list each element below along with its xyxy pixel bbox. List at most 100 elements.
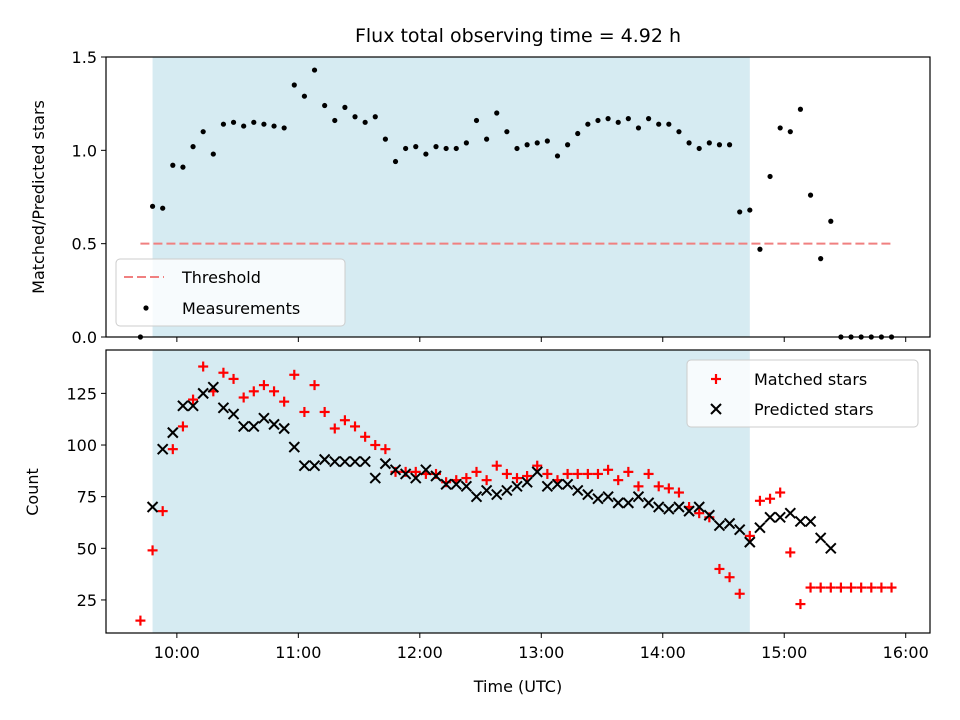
x-b [541, 480, 554, 493]
measurement-point [230, 119, 237, 125]
predicted-star-point [511, 480, 523, 493]
predicted-star-point [197, 387, 209, 400]
matched-star-point [876, 582, 887, 593]
x-b [217, 402, 230, 414]
x-b [450, 478, 462, 490]
y-tick-label: 50 [77, 539, 97, 558]
matched-star-point [269, 386, 280, 397]
predicted-star-point [794, 515, 807, 528]
x-b [511, 480, 523, 493]
predicted-star-point [541, 480, 554, 493]
predicted-star-point [491, 488, 503, 501]
predicted-star-point [501, 484, 513, 497]
x-tick-label: 15:00 [761, 643, 807, 662]
matched-star-point [673, 487, 684, 498]
x-b [470, 490, 483, 503]
matched-star-point [491, 460, 502, 471]
count-panel: 25 50 75 100 125 10:00 11:00 12:00 13:00 14:00 15:… [66, 349, 931, 662]
measurement-point [484, 136, 490, 142]
predicted-star-point [480, 484, 493, 497]
predicted-star-point [420, 464, 432, 476]
predicted-star-point [268, 418, 280, 431]
matched-star-point [613, 475, 624, 486]
predicted-star-point [723, 517, 736, 530]
matched-star-point [198, 361, 209, 372]
matched-star-point [532, 460, 543, 471]
measurement-point [453, 145, 459, 152]
matched-star-point [410, 466, 421, 477]
matched-star-point [734, 588, 745, 599]
legend-box [115, 258, 346, 327]
matched-star-point [522, 471, 533, 482]
x-b [774, 511, 786, 524]
y-tick-label: 0.5 [72, 235, 97, 254]
matched-star-point [795, 599, 806, 610]
predicted-star-point [551, 478, 564, 490]
x-b [703, 509, 716, 521]
predicted-star-point [713, 519, 726, 532]
measurement-point [818, 256, 824, 262]
x-axis-label: Time (UTC) [473, 677, 562, 696]
measurement-point [342, 104, 348, 110]
matched-star-point [825, 582, 836, 593]
predicted-star-point [227, 408, 240, 420]
measurement-point [271, 123, 277, 129]
measurement-point [676, 129, 682, 135]
matched-star-point [603, 464, 614, 475]
predicted-star-point [673, 501, 685, 513]
measurement-point [382, 136, 388, 142]
x-b [379, 457, 392, 470]
x-b [683, 505, 695, 517]
matched-star-point [633, 481, 644, 492]
x-b [521, 476, 533, 488]
x-b [582, 488, 594, 501]
predicted-star-point [207, 381, 220, 393]
x-b [288, 441, 300, 453]
measurement-point [625, 116, 631, 122]
measurement-point [261, 121, 267, 127]
y-tick-label: 100 [66, 436, 97, 455]
measurement-point [322, 102, 328, 109]
matched-star-point [370, 440, 381, 451]
measurement-point [706, 140, 712, 146]
matched-star-point [542, 468, 553, 479]
bottom-y-axis-label: Count [23, 468, 42, 516]
axes-frame [105, 56, 931, 338]
matched-star-point [866, 582, 877, 593]
measurement-point [443, 145, 449, 152]
predicted-star-point [592, 493, 604, 505]
x-b [156, 443, 169, 455]
measurement-point [544, 138, 550, 144]
x-b [632, 490, 645, 503]
matched-star-point [471, 466, 482, 477]
x-b [430, 470, 442, 482]
predicted-star-point [804, 515, 817, 528]
matched-star-point [582, 468, 593, 479]
measurement-point [473, 117, 480, 124]
predicted-star-point [329, 455, 341, 468]
predicted-star-point [237, 420, 250, 433]
matched-star-point [309, 380, 320, 391]
matched-star-point [238, 392, 249, 403]
measurement-point [726, 142, 733, 148]
predicted-star-point [318, 453, 331, 466]
measurement-point [311, 67, 318, 73]
measurement-point [828, 218, 834, 224]
x-b [146, 501, 159, 513]
matched-star-point [623, 466, 634, 477]
axes-frame [105, 349, 931, 634]
x-b [592, 493, 604, 505]
matched-star-point [663, 483, 674, 494]
measurement-point [696, 145, 702, 152]
x-b [369, 472, 381, 484]
matched-star-point [501, 468, 512, 479]
y-tick-label: 75 [77, 488, 97, 507]
measurement-point [372, 114, 378, 120]
x-tick-label: 10:00 [154, 643, 200, 662]
y-tick-label: 1.5 [72, 48, 97, 67]
predicted-star-point [359, 455, 371, 468]
measurement-point [534, 140, 540, 146]
y-tick-label: 0.0 [72, 328, 97, 347]
predicted-star-point [430, 470, 442, 482]
x-b [653, 501, 665, 513]
